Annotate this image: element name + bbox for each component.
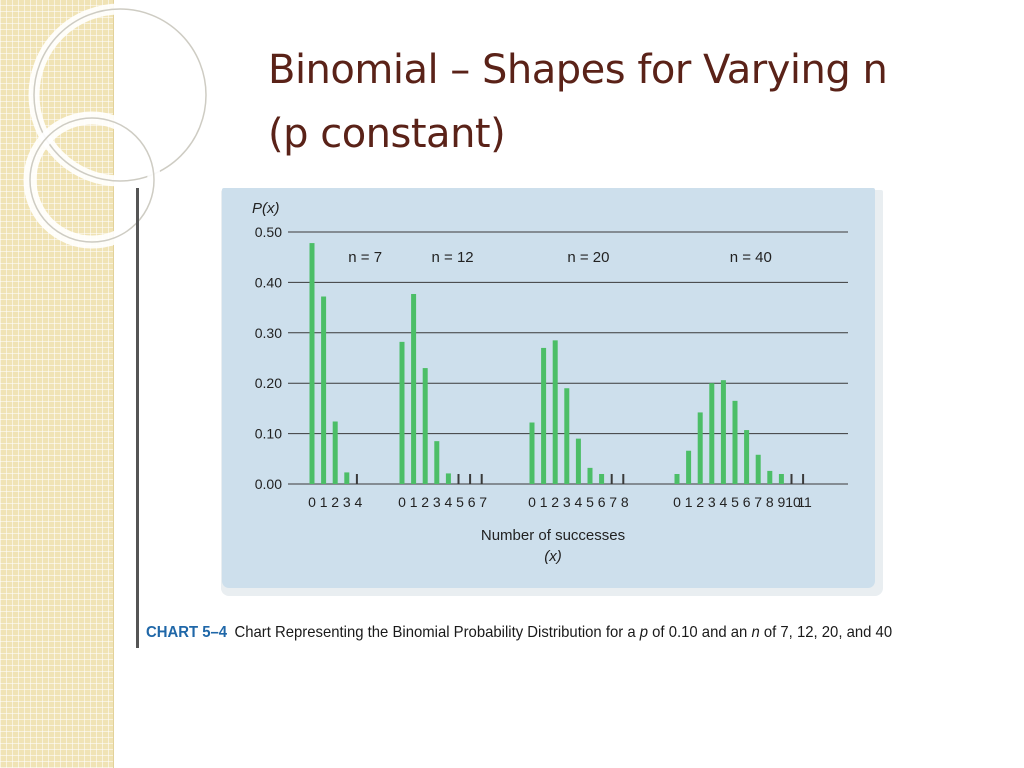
decorative-rings bbox=[23, 3, 212, 249]
y-tick-label: 0.20 bbox=[255, 375, 282, 391]
x-tick-label: 6 bbox=[743, 494, 751, 510]
x-tick-label: 3 bbox=[563, 494, 571, 510]
bar bbox=[622, 474, 625, 484]
bar bbox=[599, 474, 605, 484]
x-tick-label: 7 bbox=[609, 494, 617, 510]
caption-text-1: Chart Representing the Binomial Probabil… bbox=[234, 624, 640, 641]
bar bbox=[720, 380, 726, 484]
bar bbox=[529, 422, 535, 484]
bar bbox=[344, 472, 350, 484]
x-axis-label: Number of successes bbox=[481, 527, 625, 544]
bar bbox=[587, 467, 593, 484]
x-tick-label: 9 bbox=[778, 494, 786, 510]
bar bbox=[309, 243, 315, 484]
series-label: n = 7 bbox=[348, 249, 382, 266]
x-tick-label: 0 bbox=[308, 494, 316, 510]
x-axis-label-variable: (x) bbox=[544, 548, 562, 565]
x-tick-label: 5 bbox=[586, 494, 594, 510]
x-tick-label: 1 bbox=[685, 494, 693, 510]
x-tick-label: 10 bbox=[785, 494, 801, 510]
figure-rule bbox=[136, 188, 139, 648]
bar bbox=[480, 474, 483, 484]
bar bbox=[445, 473, 451, 484]
series-label: n = 20 bbox=[567, 249, 609, 266]
y-tick-label: 0.10 bbox=[255, 426, 282, 442]
slide-title: Binomial – Shapes for Varying n (p const… bbox=[268, 38, 988, 166]
bar bbox=[686, 450, 692, 484]
bar bbox=[610, 474, 613, 484]
x-tick-label: 4 bbox=[575, 494, 583, 510]
x-tick-label: 0 bbox=[528, 494, 536, 510]
x-tick-label: 6 bbox=[468, 494, 476, 510]
x-tick-label: 0 bbox=[398, 494, 406, 510]
bar bbox=[541, 347, 547, 484]
x-tick-label: 4 bbox=[720, 494, 728, 510]
x-tick-label: 1 bbox=[540, 494, 548, 510]
bar bbox=[411, 293, 417, 484]
bar bbox=[802, 474, 805, 484]
x-tick-label: 1 bbox=[320, 494, 328, 510]
y-tick-label: 0.50 bbox=[255, 224, 282, 240]
bar bbox=[732, 400, 738, 484]
bar bbox=[564, 388, 570, 484]
bar bbox=[332, 421, 338, 484]
x-tick-label: 8 bbox=[766, 494, 774, 510]
x-tick-label: 7 bbox=[479, 494, 487, 510]
bar bbox=[399, 341, 405, 484]
bar bbox=[469, 474, 472, 484]
caption-label: CHART 5–4 bbox=[146, 624, 228, 641]
x-tick-label: 5 bbox=[731, 494, 739, 510]
figure-caption: CHART 5–4 Chart Representing the Binomial… bbox=[146, 624, 892, 642]
y-tick-label: 0.00 bbox=[255, 476, 282, 492]
x-tick-label: 2 bbox=[331, 494, 339, 510]
x-tick-label: 7 bbox=[754, 494, 762, 510]
bar bbox=[744, 430, 750, 484]
caption-n-symbol: n bbox=[751, 624, 760, 641]
bar bbox=[674, 474, 680, 484]
bar bbox=[422, 368, 428, 484]
bar bbox=[457, 474, 460, 484]
bar bbox=[790, 474, 793, 484]
caption-p-symbol: p bbox=[639, 624, 649, 641]
x-tick-label: 5 bbox=[456, 494, 464, 510]
y-axis-label: P(x) bbox=[252, 200, 280, 217]
bar bbox=[709, 383, 715, 484]
chart-panel bbox=[222, 188, 875, 588]
bar bbox=[778, 474, 784, 484]
title-line-2: (p constant) bbox=[268, 111, 506, 157]
x-tick-label: 6 bbox=[598, 494, 606, 510]
x-tick-label: 1 bbox=[410, 494, 418, 510]
bar bbox=[767, 470, 773, 484]
series-label: n = 12 bbox=[432, 249, 474, 266]
bar bbox=[321, 296, 327, 484]
caption-text-2: of 0.10 and an bbox=[648, 624, 752, 641]
x-tick-label: 4 bbox=[445, 494, 453, 510]
y-tick-label: 0.30 bbox=[255, 325, 282, 341]
binomial-chart: 0.000.100.200.300.400.50P(x)0 1 2 3 4n = 70 1… bbox=[252, 200, 848, 565]
bar bbox=[355, 474, 358, 484]
y-tick-label: 0.40 bbox=[255, 274, 282, 290]
caption-text-3: of 7, 12, 20, and 40 bbox=[759, 624, 893, 641]
x-tick-label: 2 bbox=[551, 494, 559, 510]
bar bbox=[575, 438, 581, 484]
x-tick-label: 4 bbox=[355, 494, 363, 510]
bar bbox=[434, 441, 440, 484]
x-tick-label: 2 bbox=[696, 494, 704, 510]
bar bbox=[697, 412, 703, 484]
x-tick-label: 11 bbox=[797, 494, 812, 510]
bar bbox=[552, 340, 558, 484]
x-tick-label: 3 bbox=[708, 494, 716, 510]
x-tick-label: 3 bbox=[343, 494, 351, 510]
x-tick-label: 2 bbox=[421, 494, 429, 510]
title-line-1: Binomial – Shapes for Varying n bbox=[268, 47, 888, 93]
x-tick-label: 0 bbox=[673, 494, 681, 510]
series-label: n = 40 bbox=[730, 249, 772, 266]
x-tick-label: 3 bbox=[433, 494, 441, 510]
bar bbox=[755, 454, 761, 484]
x-tick-label: 8 bbox=[621, 494, 629, 510]
